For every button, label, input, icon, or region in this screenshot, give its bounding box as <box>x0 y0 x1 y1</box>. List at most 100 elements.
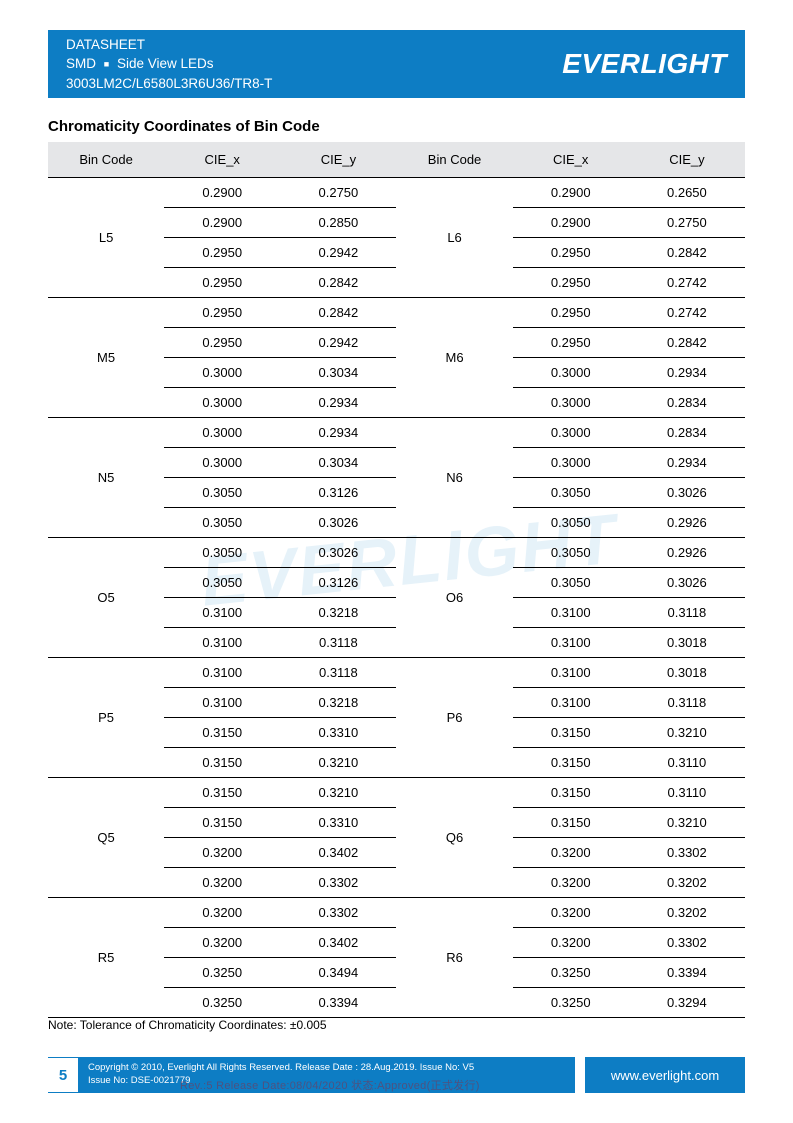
ciey-cell: 0.3302 <box>629 838 745 868</box>
ciex-cell: 0.3200 <box>513 838 629 868</box>
ciey-cell: 0.2934 <box>280 388 396 418</box>
header-line2-a: SMD <box>66 56 96 71</box>
release-stamp: Rev.:5 Release Date:08/04/2020 状态:Approv… <box>180 1077 480 1093</box>
ciey-cell: 0.2942 <box>280 328 396 358</box>
ciey-cell: 0.2742 <box>629 298 745 328</box>
table-row: L50.29000.2750L60.29000.2650 <box>48 178 745 208</box>
ciex-cell: 0.2950 <box>164 238 280 268</box>
ciey-cell: 0.3026 <box>280 508 396 538</box>
bincode-cell: O5 <box>48 538 164 658</box>
ciex-cell: 0.3050 <box>513 508 629 538</box>
ciex-cell: 0.3100 <box>164 628 280 658</box>
ciey-cell: 0.3310 <box>280 808 396 838</box>
ciex-cell: 0.3000 <box>513 448 629 478</box>
table-header-row: Bin Code CIE_x CIE_y Bin Code CIE_x CIE_… <box>48 142 745 178</box>
header-line2: SMD ■ Side View LEDs <box>66 54 272 74</box>
table-row: Q50.31500.3210Q60.31500.3110 <box>48 778 745 808</box>
chromaticity-table: Bin Code CIE_x CIE_y Bin Code CIE_x CIE_… <box>48 142 745 1018</box>
ciey-cell: 0.3018 <box>629 658 745 688</box>
bincode-cell: M5 <box>48 298 164 418</box>
ciey-cell: 0.3034 <box>280 358 396 388</box>
col-ciex-r: CIE_x <box>513 142 629 178</box>
ciey-cell: 0.3026 <box>629 568 745 598</box>
ciex-cell: 0.3250 <box>164 988 280 1018</box>
ciey-cell: 0.2842 <box>629 328 745 358</box>
ciex-cell: 0.2950 <box>164 298 280 328</box>
ciex-cell: 0.3100 <box>164 598 280 628</box>
ciex-cell: 0.3200 <box>164 928 280 958</box>
ciey-cell: 0.2934 <box>629 358 745 388</box>
ciex-cell: 0.3050 <box>164 478 280 508</box>
ciex-cell: 0.3000 <box>513 358 629 388</box>
ciex-cell: 0.3050 <box>513 478 629 508</box>
ciex-cell: 0.2950 <box>164 268 280 298</box>
section-title: Chromaticity Coordinates of Bin Code <box>48 118 320 135</box>
tolerance-note: Note: Tolerance of Chromaticity Coordina… <box>48 1018 327 1032</box>
ciey-cell: 0.3034 <box>280 448 396 478</box>
ciex-cell: 0.3050 <box>513 538 629 568</box>
ciey-cell: 0.3026 <box>629 478 745 508</box>
bincode-cell: N6 <box>396 418 512 538</box>
ciex-cell: 0.3250 <box>164 958 280 988</box>
ciex-cell: 0.2950 <box>513 328 629 358</box>
ciex-cell: 0.2900 <box>513 208 629 238</box>
table-row: M50.29500.2842M60.29500.2742 <box>48 298 745 328</box>
bincode-cell: O6 <box>396 538 512 658</box>
bincode-cell: L6 <box>396 178 512 298</box>
ciey-cell: 0.2842 <box>629 238 745 268</box>
ciey-cell: 0.2742 <box>629 268 745 298</box>
col-bincode-r: Bin Code <box>396 142 512 178</box>
ciex-cell: 0.3100 <box>513 598 629 628</box>
ciex-cell: 0.3100 <box>164 688 280 718</box>
table-row: N50.30000.2934N60.30000.2834 <box>48 418 745 448</box>
ciey-cell: 0.3218 <box>280 688 396 718</box>
col-bincode-l: Bin Code <box>48 142 164 178</box>
ciey-cell: 0.3218 <box>280 598 396 628</box>
ciex-cell: 0.2900 <box>164 178 280 208</box>
ciey-cell: 0.3302 <box>629 928 745 958</box>
bincode-cell: R5 <box>48 898 164 1018</box>
bincode-cell: Q6 <box>396 778 512 898</box>
ciey-cell: 0.3210 <box>280 778 396 808</box>
bincode-cell: L5 <box>48 178 164 298</box>
ciex-cell: 0.2900 <box>513 178 629 208</box>
ciey-cell: 0.2942 <box>280 238 396 268</box>
ciey-cell: 0.3118 <box>280 628 396 658</box>
header-text: DATASHEET SMD ■ Side View LEDs 3003LM2C/… <box>66 35 272 94</box>
page-number: 5 <box>48 1057 78 1093</box>
ciey-cell: 0.2834 <box>629 418 745 448</box>
ciex-cell: 0.3100 <box>513 658 629 688</box>
ciey-cell: 0.3402 <box>280 838 396 868</box>
ciex-cell: 0.3050 <box>513 568 629 598</box>
ciex-cell: 0.3150 <box>164 748 280 778</box>
bincode-cell: P6 <box>396 658 512 778</box>
ciey-cell: 0.2934 <box>280 418 396 448</box>
ciex-cell: 0.3000 <box>164 358 280 388</box>
col-ciey-r: CIE_y <box>629 142 745 178</box>
table-row: R50.32000.3302R60.32000.3202 <box>48 898 745 928</box>
ciey-cell: 0.3110 <box>629 778 745 808</box>
bincode-cell: R6 <box>396 898 512 1018</box>
ciex-cell: 0.2900 <box>164 208 280 238</box>
ciex-cell: 0.3000 <box>164 448 280 478</box>
ciey-cell: 0.3026 <box>280 538 396 568</box>
ciex-cell: 0.3150 <box>513 718 629 748</box>
ciey-cell: 0.3210 <box>280 748 396 778</box>
ciex-cell: 0.3200 <box>513 868 629 898</box>
ciex-cell: 0.3200 <box>513 928 629 958</box>
ciey-cell: 0.3018 <box>629 628 745 658</box>
footer-gap <box>575 1057 585 1093</box>
header-line2-b: Side View LEDs <box>117 56 214 71</box>
ciey-cell: 0.3210 <box>629 718 745 748</box>
ciex-cell: 0.3150 <box>164 808 280 838</box>
ciex-cell: 0.3150 <box>164 778 280 808</box>
ciey-cell: 0.2926 <box>629 508 745 538</box>
ciex-cell: 0.3000 <box>513 388 629 418</box>
table-row: O50.30500.3026O60.30500.2926 <box>48 538 745 568</box>
ciex-cell: 0.3000 <box>164 418 280 448</box>
bincode-cell: M6 <box>396 298 512 418</box>
ciex-cell: 0.3050 <box>164 538 280 568</box>
ciey-cell: 0.3294 <box>629 988 745 1018</box>
ciex-cell: 0.3150 <box>513 778 629 808</box>
ciey-cell: 0.3310 <box>280 718 396 748</box>
